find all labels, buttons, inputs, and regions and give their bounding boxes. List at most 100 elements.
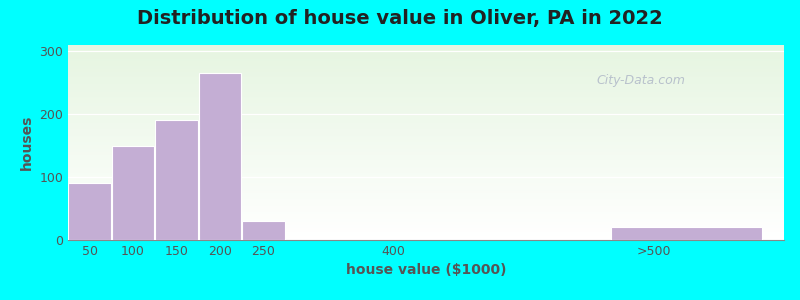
Bar: [68, 188, 784, 190]
Bar: [68, 212, 784, 214]
Bar: [68, 69, 784, 71]
Bar: [68, 233, 784, 235]
Bar: [68, 146, 784, 147]
Bar: [68, 121, 784, 123]
Bar: [68, 53, 784, 55]
Bar: [68, 197, 784, 200]
Bar: [68, 134, 784, 136]
Bar: [68, 186, 784, 188]
Bar: [68, 235, 784, 237]
Bar: [68, 97, 784, 99]
Bar: [69, 183, 111, 240]
Bar: [68, 48, 784, 50]
Bar: [68, 214, 784, 216]
Bar: [68, 54, 784, 56]
Bar: [68, 232, 784, 233]
Bar: [68, 206, 784, 208]
Bar: [68, 183, 784, 185]
Bar: [68, 180, 784, 182]
Bar: [68, 227, 784, 229]
Bar: [68, 72, 784, 74]
Bar: [68, 170, 784, 172]
X-axis label: house value ($1000): house value ($1000): [346, 263, 506, 278]
Bar: [68, 68, 784, 69]
Bar: [68, 113, 784, 115]
Bar: [68, 137, 784, 139]
Bar: [68, 136, 784, 138]
Bar: [68, 160, 784, 162]
Bar: [198, 73, 241, 240]
Bar: [68, 95, 784, 97]
Bar: [68, 115, 784, 116]
Bar: [68, 149, 784, 151]
Bar: [68, 219, 784, 220]
Bar: [68, 118, 784, 120]
Bar: [68, 66, 784, 68]
Y-axis label: houses: houses: [20, 115, 34, 170]
Bar: [68, 168, 784, 170]
Bar: [68, 106, 784, 108]
Bar: [68, 155, 784, 157]
Bar: [68, 173, 784, 175]
Bar: [68, 50, 784, 52]
Bar: [68, 61, 784, 63]
Bar: [68, 165, 784, 167]
Bar: [68, 167, 784, 169]
Bar: [68, 217, 784, 219]
Bar: [68, 80, 784, 83]
Bar: [155, 121, 198, 240]
Bar: [68, 126, 784, 128]
Bar: [68, 63, 784, 64]
Bar: [68, 215, 784, 217]
Bar: [68, 157, 784, 159]
Bar: [68, 238, 784, 240]
Bar: [68, 163, 784, 165]
Bar: [68, 175, 784, 177]
Bar: [68, 90, 784, 92]
Bar: [68, 85, 784, 87]
Bar: [68, 71, 784, 73]
Bar: [68, 224, 784, 225]
Bar: [68, 46, 784, 48]
Bar: [68, 236, 784, 238]
Bar: [68, 158, 784, 160]
Bar: [68, 102, 784, 103]
Bar: [68, 189, 784, 191]
Bar: [68, 204, 784, 206]
Bar: [68, 108, 784, 110]
Bar: [68, 176, 784, 178]
Text: City-Data.com: City-Data.com: [596, 74, 686, 87]
Bar: [68, 193, 784, 194]
Bar: [68, 79, 784, 81]
Bar: [68, 105, 784, 107]
Bar: [68, 199, 784, 201]
Bar: [68, 100, 784, 102]
Bar: [68, 139, 784, 141]
Bar: [68, 77, 784, 79]
Bar: [68, 196, 784, 198]
Bar: [68, 93, 784, 95]
Bar: [68, 154, 784, 155]
Bar: [68, 87, 784, 89]
Bar: [68, 98, 784, 100]
Bar: [68, 92, 784, 94]
Bar: [68, 152, 784, 154]
Bar: [68, 222, 784, 224]
Bar: [68, 59, 784, 61]
Bar: [68, 228, 784, 230]
Bar: [68, 88, 784, 91]
Bar: [68, 84, 784, 85]
Bar: [68, 131, 784, 133]
Bar: [68, 128, 784, 130]
Bar: [68, 76, 784, 77]
Bar: [68, 201, 784, 203]
Bar: [68, 178, 784, 180]
Bar: [68, 209, 784, 211]
Bar: [68, 181, 784, 183]
Bar: [68, 141, 784, 142]
Bar: [68, 184, 784, 186]
Bar: [68, 51, 784, 53]
Bar: [68, 58, 784, 60]
Bar: [68, 129, 784, 131]
Bar: [68, 210, 784, 212]
